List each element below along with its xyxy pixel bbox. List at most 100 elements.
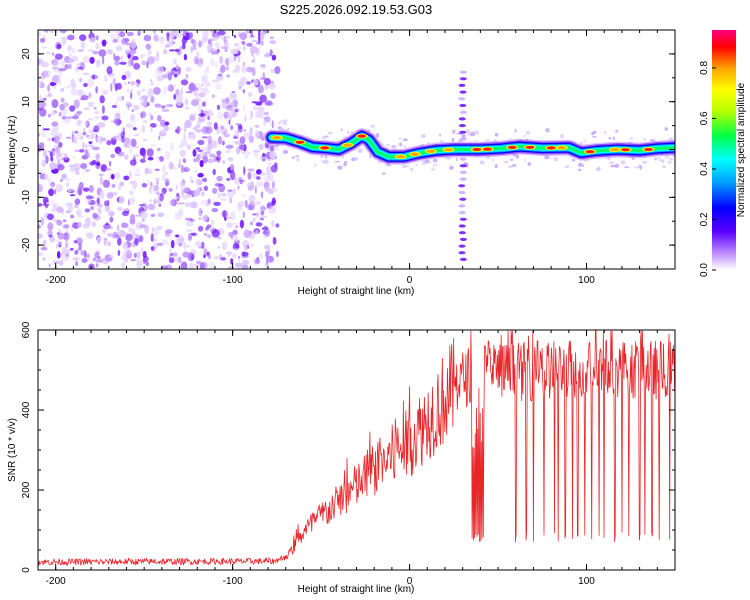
noise-blob: [180, 79, 189, 86]
noise-blob: [220, 64, 226, 74]
noise-blob: [71, 83, 77, 89]
noise-blob: [70, 87, 77, 96]
noise-blob: [185, 221, 194, 227]
noise-blob: [246, 42, 253, 47]
noise-blob: [168, 49, 176, 52]
noise-blob: [61, 173, 64, 182]
snr-x-label: Height of straight line (km): [298, 584, 415, 595]
peak-core: [507, 145, 517, 149]
noise-blob: [121, 135, 125, 144]
haze-blob: [461, 134, 466, 138]
noise-blob: [73, 99, 80, 109]
noise-blob: [80, 136, 83, 140]
noise-blob: [43, 97, 47, 102]
noise-blob: [130, 57, 134, 67]
noise-blob: [168, 248, 173, 254]
noise-blob: [231, 248, 240, 251]
noise-blob: [73, 240, 78, 244]
noise-blob: [47, 113, 51, 118]
noise-blob: [241, 194, 247, 197]
noise-blob: [61, 87, 65, 92]
noise-blob: [259, 252, 263, 260]
noise-blob: [229, 92, 238, 100]
noise-blob: [230, 164, 235, 171]
noise-blob: [202, 30, 209, 38]
noise-blob: [138, 235, 144, 243]
noise-blob: [195, 58, 204, 66]
noise-blob: [198, 40, 202, 48]
noise-blob: [42, 257, 46, 261]
noise-blob: [274, 66, 281, 75]
noise-blob: [136, 83, 140, 88]
noise-blob: [77, 66, 83, 70]
haze-blob: [327, 131, 333, 135]
noise-blob: [38, 153, 41, 156]
noise-blob: [117, 206, 123, 212]
noise-blob: [172, 58, 177, 65]
noise-blob: [125, 143, 131, 148]
noise-blob: [161, 173, 167, 182]
noise-blob: [109, 255, 115, 259]
noise-blob: [197, 87, 205, 91]
noise-blob: [113, 55, 121, 61]
noise-blob: [80, 163, 88, 169]
noise-blob: [170, 30, 178, 38]
noise-blob: [132, 38, 136, 44]
noise-blob: [247, 204, 254, 211]
noise-blob: [101, 115, 109, 121]
peak-core: [472, 147, 482, 152]
noise-blob: [239, 32, 248, 40]
noise-blob: [248, 230, 253, 235]
noise-blob: [137, 32, 141, 36]
noise-blob: [41, 61, 49, 68]
noise-blob: [241, 40, 246, 45]
noise-blob: [150, 126, 153, 133]
noise-blob: [67, 204, 73, 213]
noise-blob: [264, 244, 271, 250]
noise-blob: [151, 227, 160, 237]
noise-blob: [182, 242, 187, 249]
noise-blob: [266, 257, 269, 266]
noise-blob: [51, 99, 59, 109]
noise-blob: [202, 101, 206, 107]
vertical-artifact: [458, 70, 467, 261]
noise-blob: [109, 161, 112, 167]
noise-blob: [122, 251, 125, 260]
noise-blob: [107, 49, 113, 55]
noise-blob: [88, 118, 93, 121]
noise-blob: [207, 115, 210, 121]
artifact-blob: [459, 157, 467, 161]
noise-blob: [154, 177, 161, 181]
haze-blob: [592, 135, 597, 138]
noise-blob: [89, 37, 96, 43]
haze-blob: [435, 163, 438, 167]
noise-blob: [42, 128, 51, 131]
noise-blob: [189, 201, 198, 209]
noise-blob: [175, 93, 183, 103]
noise-blob: [243, 166, 246, 176]
noise-blob: [260, 64, 266, 68]
artifact-blob: [458, 231, 466, 235]
noise-blob: [126, 89, 130, 93]
noise-blob: [255, 229, 259, 235]
noise-blob: [213, 201, 221, 206]
noise-blob: [140, 247, 144, 254]
spectrogram-y-label: Frequency (Hz): [7, 116, 18, 185]
noise-blob: [61, 36, 67, 45]
noise-blob: [101, 55, 105, 65]
noise-blob: [92, 257, 96, 260]
noise-blob: [44, 173, 49, 181]
haze-blob: [347, 131, 350, 134]
noise-blob: [46, 201, 49, 205]
noise-blob: [122, 241, 128, 250]
artifact-blob: [459, 257, 467, 261]
x-tick-label: -200: [46, 576, 66, 587]
noise-blob: [47, 137, 52, 141]
noise-blob: [186, 167, 189, 171]
peak-core: [343, 143, 353, 147]
noise-blob: [69, 105, 76, 112]
noise-blob: [60, 179, 63, 182]
noise-blob: [82, 72, 90, 76]
noise-blob: [164, 121, 170, 126]
noise-blob: [185, 66, 192, 72]
